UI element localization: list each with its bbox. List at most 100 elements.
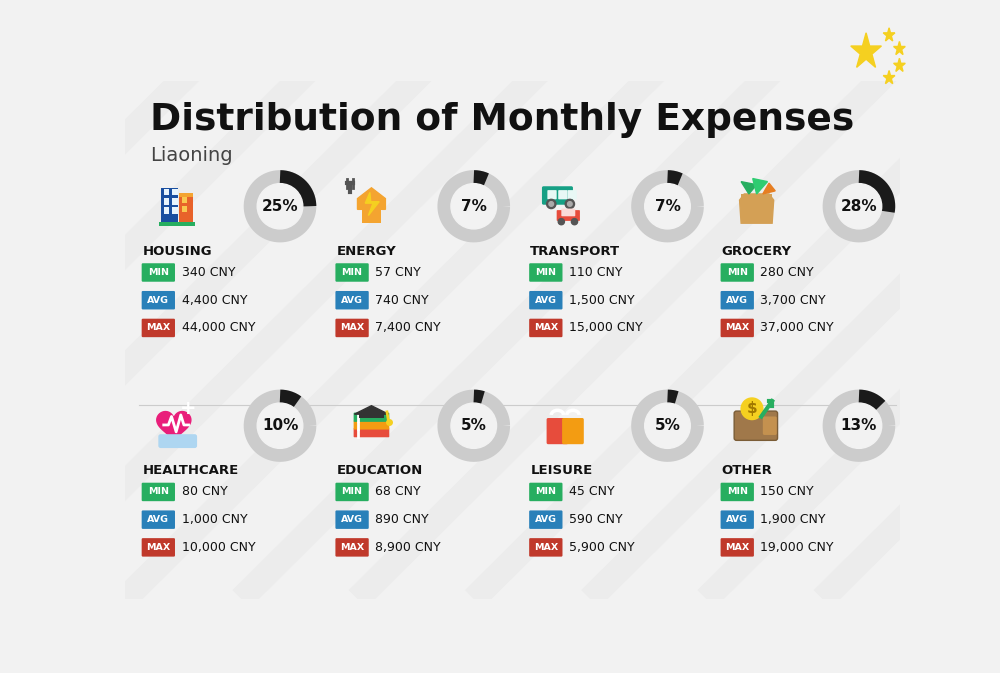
Polygon shape	[358, 188, 385, 209]
Text: MIN: MIN	[727, 268, 748, 277]
FancyBboxPatch shape	[362, 208, 381, 223]
Text: 1,500 CNY: 1,500 CNY	[569, 293, 635, 307]
Text: MIN: MIN	[535, 268, 556, 277]
Polygon shape	[883, 71, 895, 83]
Text: $: $	[747, 401, 757, 417]
FancyBboxPatch shape	[557, 210, 580, 221]
FancyBboxPatch shape	[721, 319, 754, 337]
Text: AVG: AVG	[147, 515, 169, 524]
Text: MIN: MIN	[342, 268, 363, 277]
Text: 45 CNY: 45 CNY	[569, 485, 615, 499]
Text: 1,000 CNY: 1,000 CNY	[182, 513, 247, 526]
Text: 5,900 CNY: 5,900 CNY	[569, 541, 635, 554]
Text: Distribution of Monthly Expenses: Distribution of Monthly Expenses	[150, 102, 854, 139]
FancyBboxPatch shape	[529, 319, 562, 337]
Circle shape	[451, 403, 497, 448]
Text: MIN: MIN	[535, 487, 556, 497]
Circle shape	[836, 403, 882, 448]
Polygon shape	[753, 178, 767, 194]
FancyBboxPatch shape	[721, 291, 754, 310]
FancyBboxPatch shape	[158, 434, 197, 448]
Text: 740 CNY: 740 CNY	[375, 293, 429, 307]
FancyBboxPatch shape	[542, 186, 573, 205]
Polygon shape	[740, 194, 774, 223]
Text: MAX: MAX	[146, 324, 170, 332]
Text: MIN: MIN	[148, 487, 169, 497]
FancyBboxPatch shape	[335, 483, 369, 501]
Polygon shape	[894, 42, 905, 55]
Text: HEALTHCARE: HEALTHCARE	[143, 464, 239, 477]
Polygon shape	[741, 182, 757, 194]
Text: Liaoning: Liaoning	[150, 146, 232, 165]
Text: ENERGY: ENERGY	[337, 245, 396, 258]
FancyBboxPatch shape	[721, 263, 754, 282]
Circle shape	[547, 199, 556, 209]
FancyBboxPatch shape	[142, 483, 175, 501]
FancyBboxPatch shape	[547, 190, 557, 199]
Text: AVG: AVG	[341, 515, 363, 524]
Circle shape	[565, 199, 574, 209]
Text: MIN: MIN	[148, 268, 169, 277]
Text: 80 CNY: 80 CNY	[182, 485, 227, 499]
FancyBboxPatch shape	[142, 291, 175, 310]
Text: 3,700 CNY: 3,700 CNY	[761, 293, 826, 307]
Text: 590 CNY: 590 CNY	[569, 513, 623, 526]
FancyBboxPatch shape	[721, 538, 754, 557]
Circle shape	[257, 184, 303, 229]
Text: MIN: MIN	[342, 487, 363, 497]
Text: EDUCATION: EDUCATION	[337, 464, 423, 477]
Text: LEISURE: LEISURE	[530, 464, 593, 477]
FancyBboxPatch shape	[354, 413, 389, 422]
FancyBboxPatch shape	[558, 190, 568, 199]
FancyBboxPatch shape	[172, 198, 178, 205]
Text: 10%: 10%	[262, 418, 298, 433]
Circle shape	[549, 202, 554, 206]
FancyBboxPatch shape	[179, 193, 193, 197]
FancyBboxPatch shape	[335, 510, 369, 529]
Text: 8,900 CNY: 8,900 CNY	[375, 541, 441, 554]
Text: 7,400 CNY: 7,400 CNY	[375, 322, 441, 334]
Text: AVG: AVG	[535, 515, 557, 524]
FancyBboxPatch shape	[354, 428, 389, 437]
FancyBboxPatch shape	[335, 263, 369, 282]
Text: 28%: 28%	[841, 199, 877, 214]
Polygon shape	[894, 59, 905, 71]
Text: 890 CNY: 890 CNY	[375, 513, 429, 526]
Text: MAX: MAX	[534, 543, 558, 552]
Text: OTHER: OTHER	[722, 464, 773, 477]
Polygon shape	[157, 412, 191, 442]
Text: MAX: MAX	[534, 324, 558, 332]
Text: MIN: MIN	[727, 487, 748, 497]
Circle shape	[741, 398, 763, 419]
Text: +: +	[180, 399, 197, 419]
Text: HOUSING: HOUSING	[143, 245, 212, 258]
FancyBboxPatch shape	[561, 209, 575, 216]
FancyBboxPatch shape	[172, 188, 178, 195]
FancyBboxPatch shape	[734, 411, 778, 440]
Text: 10,000 CNY: 10,000 CNY	[182, 541, 255, 554]
FancyBboxPatch shape	[335, 319, 369, 337]
FancyBboxPatch shape	[142, 319, 175, 337]
FancyBboxPatch shape	[562, 418, 584, 444]
FancyBboxPatch shape	[529, 291, 562, 310]
Text: 4,400 CNY: 4,400 CNY	[182, 293, 247, 307]
Polygon shape	[354, 406, 388, 414]
FancyBboxPatch shape	[164, 207, 169, 214]
Text: 25%: 25%	[262, 199, 298, 214]
FancyBboxPatch shape	[359, 412, 384, 418]
FancyBboxPatch shape	[568, 190, 577, 199]
Circle shape	[568, 202, 572, 206]
FancyBboxPatch shape	[335, 538, 369, 557]
FancyBboxPatch shape	[164, 188, 169, 195]
Text: MAX: MAX	[725, 324, 749, 332]
FancyBboxPatch shape	[172, 207, 178, 214]
FancyBboxPatch shape	[547, 418, 568, 444]
Text: MAX: MAX	[340, 324, 364, 332]
FancyBboxPatch shape	[182, 197, 187, 203]
FancyBboxPatch shape	[161, 188, 178, 223]
Text: 150 CNY: 150 CNY	[761, 485, 814, 499]
FancyBboxPatch shape	[741, 194, 772, 223]
FancyBboxPatch shape	[763, 417, 777, 435]
Circle shape	[451, 184, 497, 229]
Text: 110 CNY: 110 CNY	[569, 266, 623, 279]
